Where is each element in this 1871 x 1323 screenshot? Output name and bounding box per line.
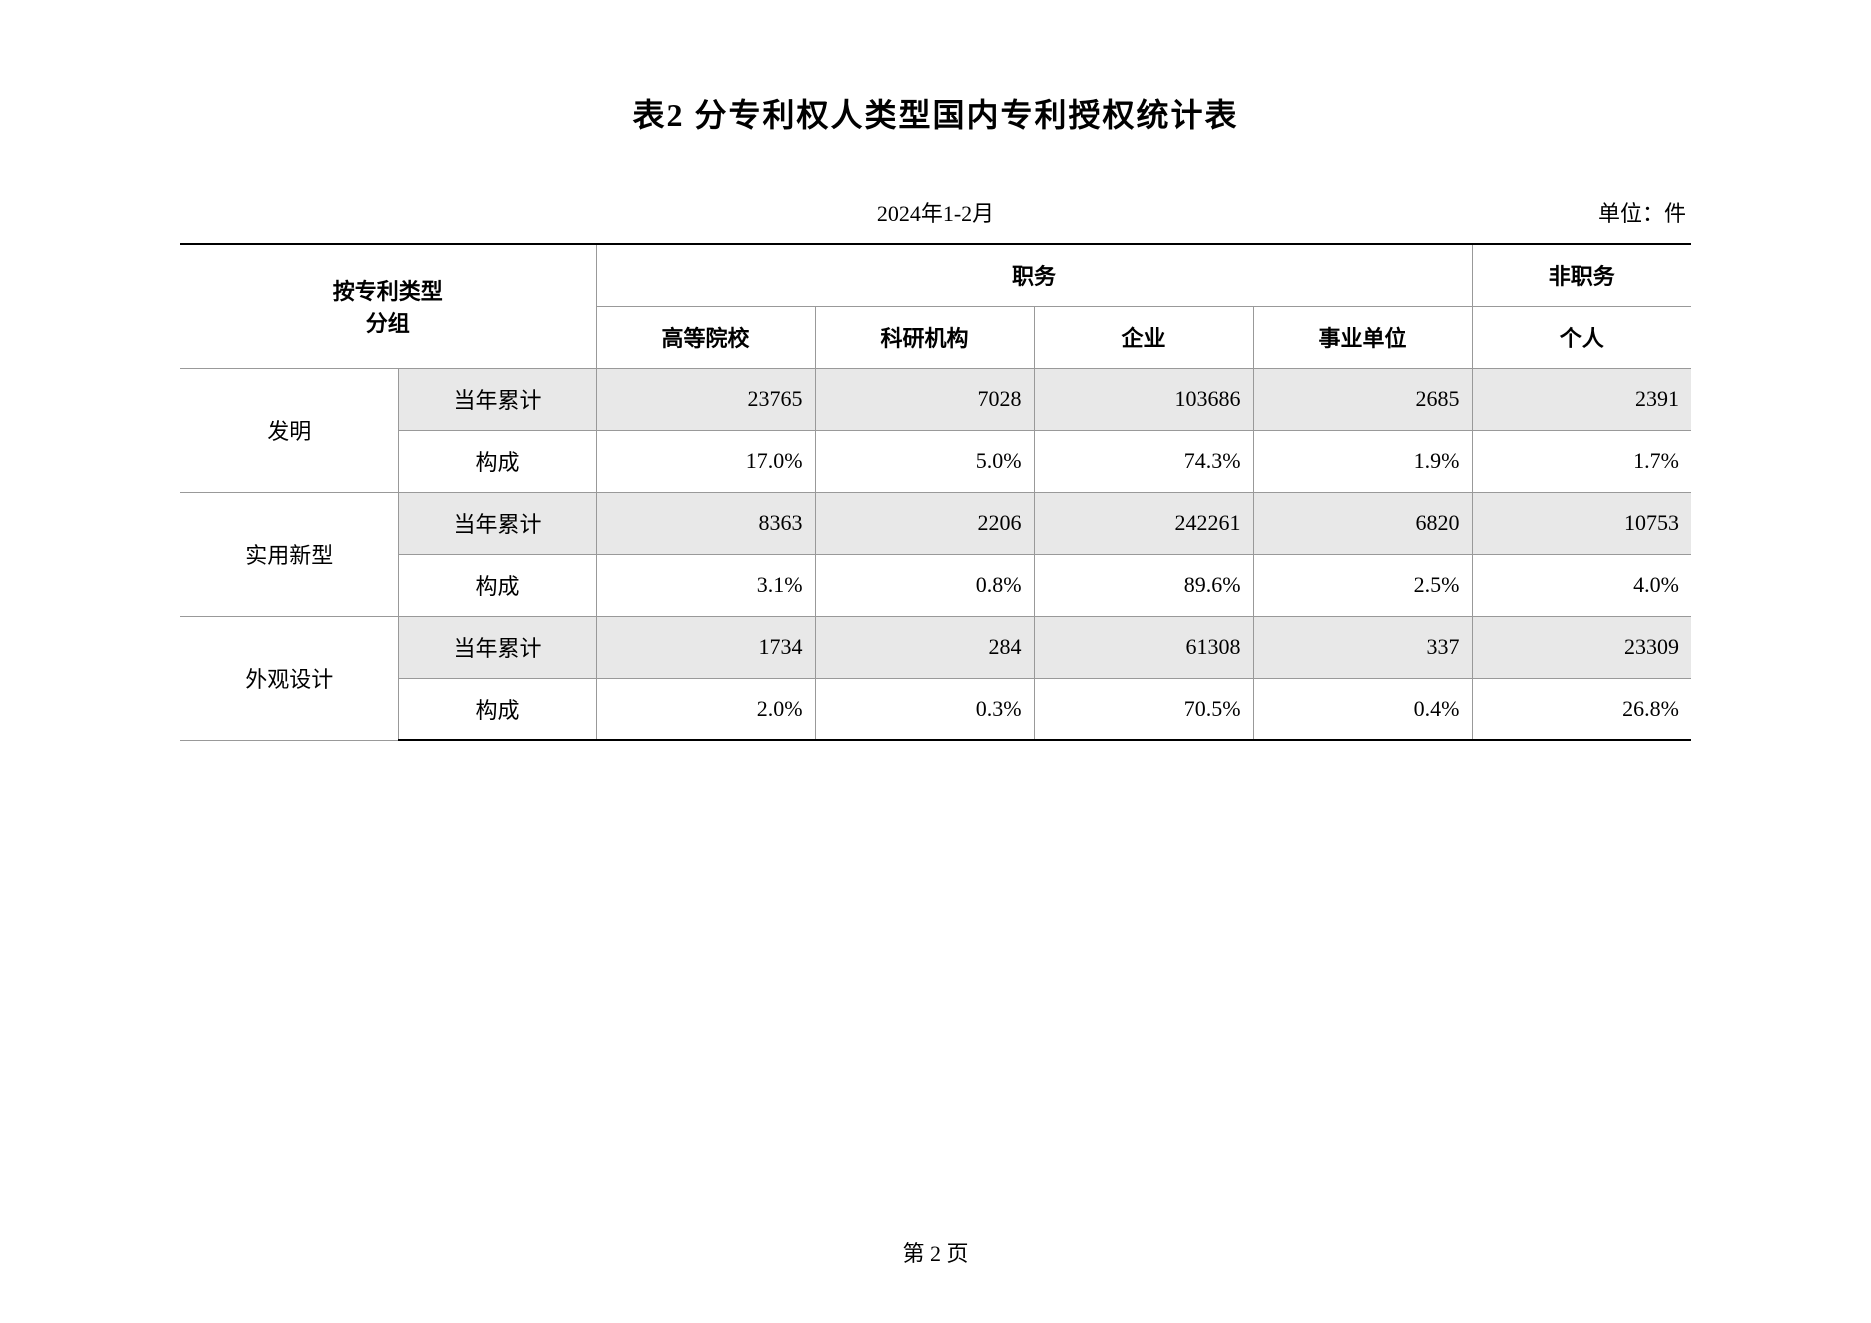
table-cell: 2.0% xyxy=(596,678,815,740)
category-2-cumulative-label: 当年累计 xyxy=(399,616,596,678)
table-cell: 10753 xyxy=(1472,492,1691,554)
table-cell: 0.8% xyxy=(815,554,1034,616)
table-cell: 1.7% xyxy=(1472,430,1691,492)
table-cell: 103686 xyxy=(1034,368,1253,430)
category-0-composition-label: 构成 xyxy=(399,430,596,492)
table-cell: 337 xyxy=(1253,616,1472,678)
meta-left-spacer xyxy=(185,196,685,228)
table-cell: 2685 xyxy=(1253,368,1472,430)
table-cell: 2.5% xyxy=(1253,554,1472,616)
table-cell: 74.3% xyxy=(1034,430,1253,492)
category-2-name: 外观设计 xyxy=(180,616,399,740)
table-cell: 23309 xyxy=(1472,616,1691,678)
header-col-0: 高等院校 xyxy=(596,306,815,368)
table-cell: 1734 xyxy=(596,616,815,678)
table-cell: 0.4% xyxy=(1253,678,1472,740)
header-group-label-line1: 按专利类型 xyxy=(180,274,596,306)
table-cell: 284 xyxy=(815,616,1034,678)
category-1-composition-label: 构成 xyxy=(399,554,596,616)
table-cell: 23765 xyxy=(596,368,815,430)
meta-row: 2024年1-2月 单位：件 xyxy=(180,196,1691,228)
header-col-2: 企业 xyxy=(1034,306,1253,368)
header-nonjob-group: 非职务 xyxy=(1472,244,1691,306)
page-title: 表2 分专利权人类型国内专利授权统计表 xyxy=(180,90,1691,136)
header-col-3: 事业单位 xyxy=(1253,306,1472,368)
table-cell: 61308 xyxy=(1034,616,1253,678)
category-1-cumulative-label: 当年累计 xyxy=(399,492,596,554)
header-col-1: 科研机构 xyxy=(815,306,1034,368)
category-1-name: 实用新型 xyxy=(180,492,399,616)
unit-label: 单位：件 xyxy=(1186,196,1686,228)
table-cell: 4.0% xyxy=(1472,554,1691,616)
category-0-cumulative-label: 当年累计 xyxy=(399,368,596,430)
category-2-composition-label: 构成 xyxy=(399,678,596,740)
header-col-4: 个人 xyxy=(1472,306,1691,368)
table-cell: 0.3% xyxy=(815,678,1034,740)
table-cell: 26.8% xyxy=(1472,678,1691,740)
table-cell: 8363 xyxy=(596,492,815,554)
table-cell: 70.5% xyxy=(1034,678,1253,740)
table-cell: 6820 xyxy=(1253,492,1472,554)
table-cell: 1.9% xyxy=(1253,430,1472,492)
category-0-name: 发明 xyxy=(180,368,399,492)
header-group-label-line2: 分组 xyxy=(180,306,596,338)
data-table: 按专利类型 分组 职务 非职务 高等院校 科研机构 企业 事业单位 个人 发明 … xyxy=(180,243,1691,741)
table-cell: 2391 xyxy=(1472,368,1691,430)
table-cell: 7028 xyxy=(815,368,1034,430)
header-group-label: 按专利类型 分组 xyxy=(180,244,596,368)
header-job-group: 职务 xyxy=(596,244,1472,306)
table-cell: 3.1% xyxy=(596,554,815,616)
page-number: 第 2 页 xyxy=(0,1236,1871,1268)
table-cell: 242261 xyxy=(1034,492,1253,554)
period-label: 2024年1-2月 xyxy=(685,196,1185,228)
table-cell: 17.0% xyxy=(596,430,815,492)
table-cell: 89.6% xyxy=(1034,554,1253,616)
table-cell: 5.0% xyxy=(815,430,1034,492)
table-cell: 2206 xyxy=(815,492,1034,554)
